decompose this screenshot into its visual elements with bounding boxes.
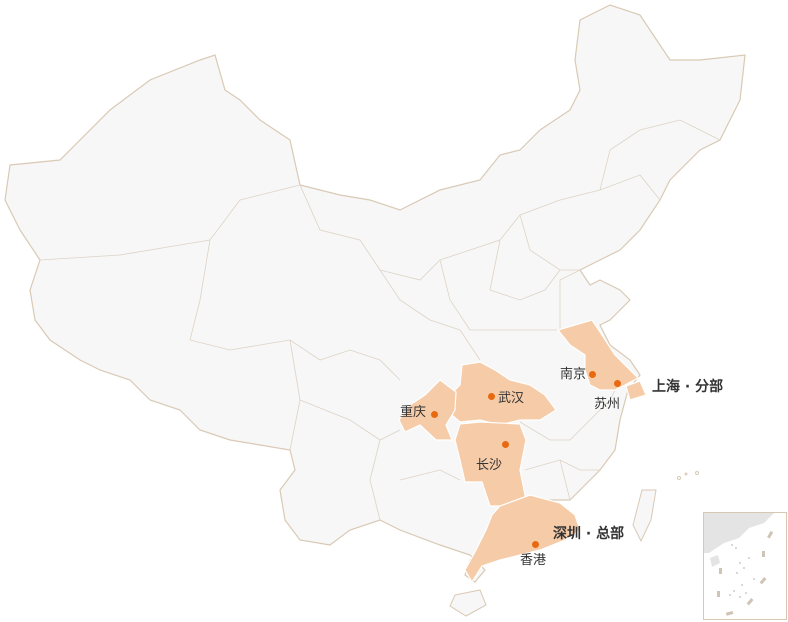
taiwan (632, 489, 657, 543)
shanghai-office-label: 上海 · 分部 (652, 379, 724, 395)
wuhan-dot (488, 393, 495, 400)
shenzhen-office-label: 深圳 · 总部 (553, 526, 625, 542)
hongkong-dot (532, 541, 539, 548)
nanjing-dot (589, 371, 596, 378)
suzhou-label: 苏州 (594, 397, 621, 412)
hongkong-label: 香港 (520, 553, 547, 568)
region-jiangsu (556, 319, 639, 391)
south-china-sea-map (704, 513, 774, 616)
hainan (449, 589, 487, 617)
nanjing-label: 南京 (560, 367, 587, 382)
suzhou-dot (614, 380, 621, 387)
south-china-sea-inset (703, 512, 787, 620)
china-outline (4, 4, 746, 583)
region-guangdong (464, 494, 581, 584)
chongqing-dot (431, 411, 438, 418)
chongqing-label: 重庆 (400, 405, 427, 420)
islands (677, 471, 699, 480)
wuhan-label: 武汉 (498, 391, 525, 406)
changsha-dot (502, 441, 509, 448)
region-chongqing (398, 379, 457, 441)
changsha-label: 长沙 (476, 458, 503, 473)
province-borders (39, 119, 721, 521)
region-shanghai (625, 380, 647, 401)
